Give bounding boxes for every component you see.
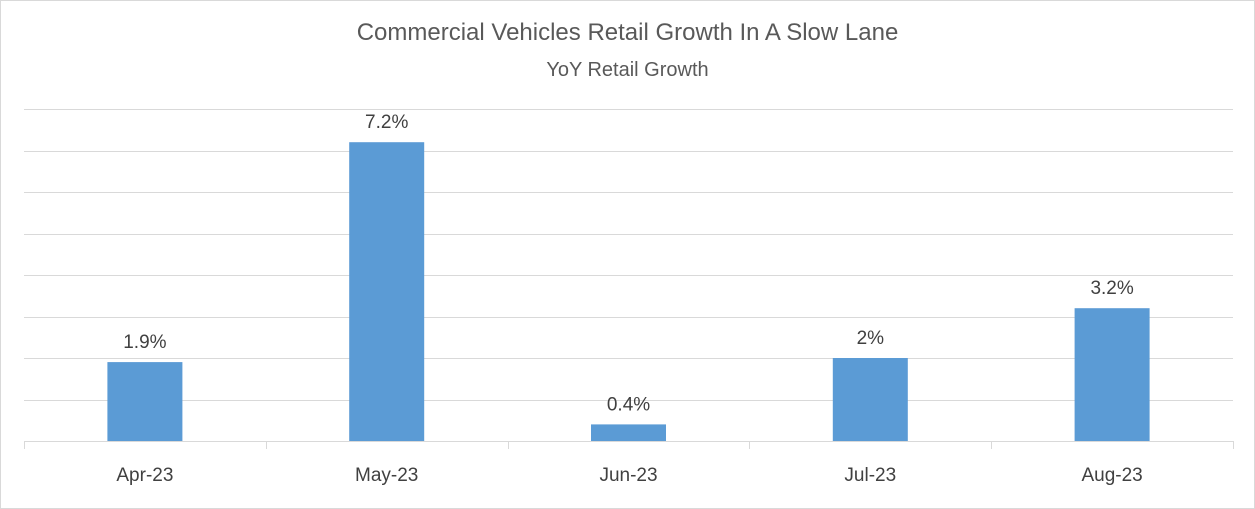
bar-aug-23 [1074, 308, 1150, 441]
data-label: 1.9% [123, 332, 166, 353]
data-label: 2% [857, 328, 885, 349]
x-tick-label: Jun-23 [599, 465, 657, 486]
x-tick-label: Aug-23 [1081, 465, 1142, 486]
x-tick-label: Jul-23 [844, 465, 896, 486]
bar-jun-23 [591, 424, 666, 441]
data-label: 3.2% [1090, 278, 1133, 299]
data-label: 7.2% [365, 112, 408, 133]
bar-apr-23 [107, 362, 183, 441]
chart-title: Commercial Vehicles Retail Growth In A S… [356, 19, 899, 46]
x-tick-label: May-23 [355, 465, 418, 486]
bar-jul-23 [832, 358, 908, 441]
x-tick-label: Apr-23 [116, 465, 173, 486]
chart-subtitle: YoY Retail Growth [546, 59, 709, 81]
data-label: 0.4% [607, 394, 650, 415]
bar-may-23 [349, 142, 425, 441]
